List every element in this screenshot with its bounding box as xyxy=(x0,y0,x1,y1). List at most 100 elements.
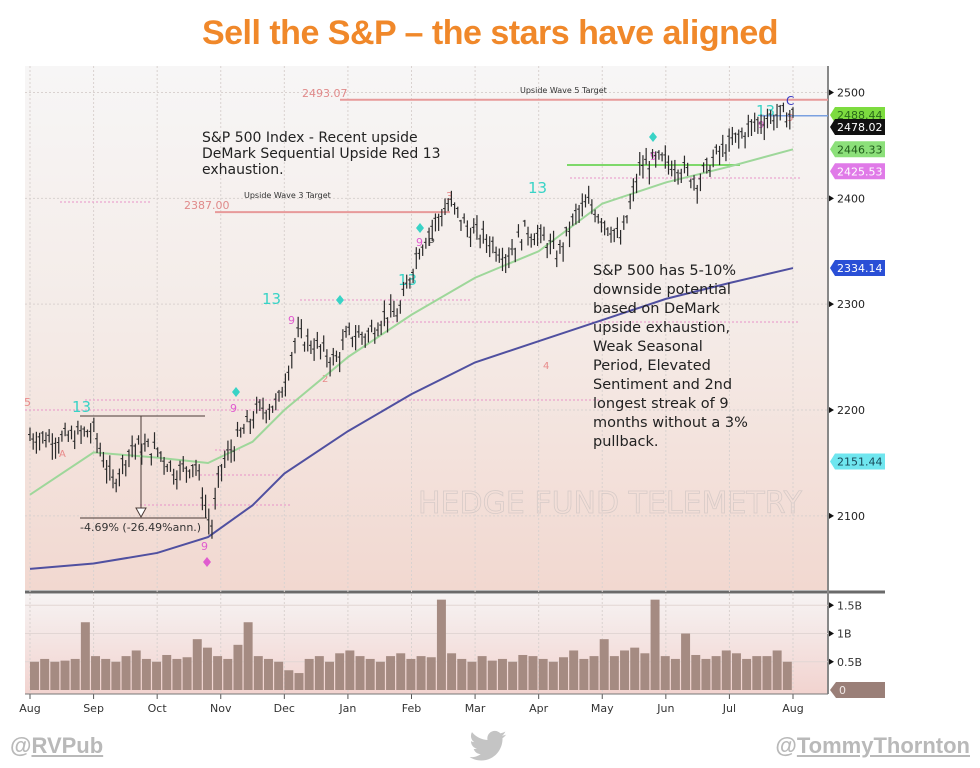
volume-bar xyxy=(599,639,609,690)
volume-bar xyxy=(375,661,385,690)
demark-count-label: 9 xyxy=(288,314,295,327)
price-tick-label: 2100 xyxy=(837,510,865,523)
demark-count-label: C xyxy=(786,94,794,108)
x-tick-label: Mar xyxy=(465,702,486,715)
volume-bar xyxy=(233,644,243,690)
twitter-bird-icon xyxy=(469,730,507,761)
price-value-badge xyxy=(830,260,885,277)
volume-bar xyxy=(274,661,284,690)
volume-zero-label: 0 xyxy=(839,684,846,697)
volume-bar xyxy=(355,656,365,690)
volume-bar xyxy=(386,656,396,690)
demark-count-label: A xyxy=(59,449,66,460)
x-tick-label: Aug xyxy=(19,702,40,715)
x-tick-label: Dec xyxy=(274,702,295,715)
drawdown-label: -4.69% (-26.49%ann.) xyxy=(80,521,201,534)
right-handle[interactable]: @TommyThornton xyxy=(775,733,970,759)
volume-bar xyxy=(416,656,426,690)
volume-bar xyxy=(508,661,518,690)
volume-bar xyxy=(243,622,253,690)
volume-bar xyxy=(447,653,457,690)
volume-bar xyxy=(528,656,538,690)
volume-bar xyxy=(152,661,162,690)
price-value-label: 2151.44 xyxy=(837,455,883,468)
volume-bar xyxy=(80,622,90,690)
price-tick-label: 2400 xyxy=(837,192,865,205)
volume-bar xyxy=(192,639,202,690)
demark-signal-icon xyxy=(203,557,211,567)
price-panel-background xyxy=(25,66,828,590)
volume-bar xyxy=(121,656,131,690)
demark-count-label: 9 xyxy=(201,540,208,553)
wave3-target-label: Upside Wave 3 Target xyxy=(244,191,331,200)
wave3-target-value: 2387.00 xyxy=(184,199,230,212)
demark-count-label: 5 xyxy=(24,396,31,409)
volume-tick xyxy=(829,630,834,637)
demark-count-label: 13 xyxy=(756,102,775,120)
x-tick-label: Jun xyxy=(656,702,674,715)
demark-count-label: 3 xyxy=(446,190,453,203)
x-tick-label: Nov xyxy=(210,702,232,715)
top-note-line: exhaustion. xyxy=(202,162,284,178)
volume-bar xyxy=(111,661,121,690)
x-tick-label: Aug xyxy=(782,702,803,715)
right-note-line: Period, Elevated xyxy=(593,358,711,374)
volume-bar xyxy=(569,650,579,690)
volume-bar xyxy=(141,658,151,690)
volume-bar xyxy=(782,661,792,690)
wave5-target-label: Upside Wave 5 Target xyxy=(520,86,607,95)
price-value-label: 2478.02 xyxy=(837,121,883,134)
volume-bar xyxy=(742,658,752,690)
volume-bar xyxy=(589,656,599,690)
x-tick-label: Apr xyxy=(529,702,549,715)
demark-signal-icon xyxy=(336,295,344,305)
price-value-label: 2425.53 xyxy=(837,165,883,178)
price-tick xyxy=(829,195,834,202)
wave5-target-value: 2493.07 xyxy=(302,87,348,100)
volume-bar xyxy=(436,599,446,690)
volume-bar xyxy=(202,647,212,690)
page-title: Sell the S&P – the stars have aligned xyxy=(201,14,779,52)
volume-bar xyxy=(620,650,630,690)
left-handle-name[interactable]: RVPub xyxy=(31,733,104,758)
volume-bar xyxy=(630,647,640,690)
demark-count-label: 13 xyxy=(528,179,547,197)
volume-bar xyxy=(752,656,762,690)
x-tick-label: Jan xyxy=(338,702,356,715)
demark-count-label: 9 xyxy=(650,150,657,163)
price-value-label: 2488.44 xyxy=(837,109,883,122)
top-note-line: DeMark Sequential Upside Red 13 xyxy=(202,146,441,162)
price-tick xyxy=(829,89,834,96)
right-note-line: pullback. xyxy=(593,434,659,450)
right-note-line: based on DeMark xyxy=(593,301,720,317)
volume-bar xyxy=(70,658,80,690)
right-note-line: Sentiment and 2nd xyxy=(593,377,732,393)
volume-bar xyxy=(681,633,691,690)
demark-count-label: P xyxy=(428,236,435,249)
x-tick-label: Feb xyxy=(402,702,421,715)
volume-tick-label: 1B xyxy=(837,628,852,641)
volume-bar xyxy=(325,661,334,690)
demark-count-label: 9 xyxy=(416,236,423,249)
volume-bar xyxy=(182,657,192,690)
right-handle-name[interactable]: TommyThornton xyxy=(796,733,970,758)
volume-bar xyxy=(579,658,589,690)
volume-bar xyxy=(60,660,70,690)
price-tick-label: 2200 xyxy=(837,404,865,417)
volume-bar xyxy=(91,656,101,690)
left-handle[interactable]: @RVPub xyxy=(10,733,103,759)
volume-bar xyxy=(294,673,304,690)
volume-tick xyxy=(829,658,834,665)
volume-tick-label: 1.5B xyxy=(837,599,862,612)
price-tick xyxy=(829,301,834,308)
top-note-line: S&P 500 Index - Recent upside xyxy=(202,130,418,146)
x-tick-label: Jul xyxy=(722,702,736,715)
volume-bar xyxy=(772,650,782,690)
price-value-badge xyxy=(830,119,885,135)
volume-bar xyxy=(213,656,223,690)
volume-bar xyxy=(660,656,670,690)
volume-bar xyxy=(131,650,141,690)
right-note-line: upside exhaustion, xyxy=(593,320,730,336)
right-note-line: downside potential xyxy=(593,282,731,298)
volume-bar xyxy=(467,661,477,690)
